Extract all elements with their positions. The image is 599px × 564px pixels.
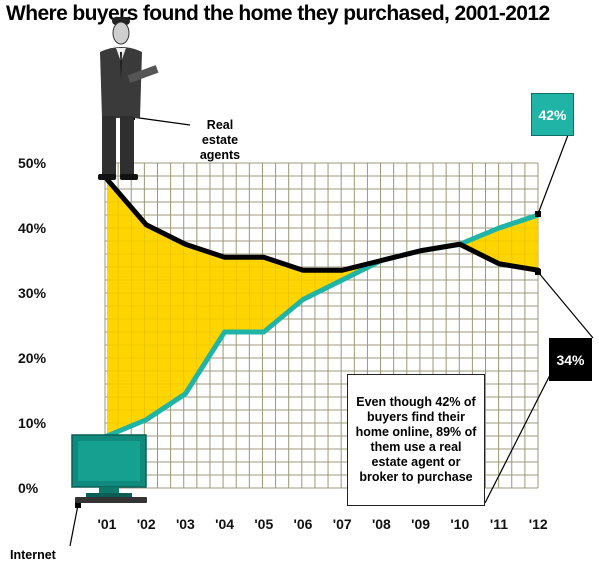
x-tick-label: '11 bbox=[490, 516, 508, 532]
x-tick-label: '05 bbox=[254, 516, 273, 532]
x-tick-label: '02 bbox=[137, 516, 156, 532]
note-text: Even though 42% of buyers find their hom… bbox=[355, 395, 477, 484]
note-callout: Even though 42% of buyers find their hom… bbox=[347, 374, 485, 506]
y-tick-label: 0% bbox=[18, 480, 39, 496]
series-line-agents bbox=[104, 176, 541, 273]
x-tick-label: '08 bbox=[372, 516, 391, 532]
chart-title: Where buyers found the home they purchas… bbox=[6, 2, 550, 25]
agents-label: Real estate agents bbox=[199, 118, 241, 162]
internet-label: Internet bbox=[10, 548, 56, 562]
businessman-illustration bbox=[98, 17, 159, 180]
y-tick-label: 40% bbox=[18, 220, 47, 236]
internet-value-badge: 42% bbox=[531, 93, 574, 136]
x-tick-label: '07 bbox=[333, 516, 352, 532]
x-tick-label: '04 bbox=[215, 516, 234, 532]
series-line-internet bbox=[104, 212, 541, 439]
x-tick-label: '09 bbox=[411, 516, 430, 532]
computer-monitor-icon bbox=[71, 434, 147, 503]
y-tick-label: 10% bbox=[18, 415, 47, 431]
x-tick-label: '03 bbox=[176, 516, 195, 532]
x-tick-label: '06 bbox=[294, 516, 313, 532]
x-tick-label: '12 bbox=[529, 516, 548, 532]
gap-area bbox=[107, 179, 539, 436]
y-tick-label: 20% bbox=[18, 350, 47, 366]
x-tick-label: '10 bbox=[450, 516, 469, 532]
x-tick-label: '01 bbox=[98, 516, 117, 532]
y-tick-label: 30% bbox=[18, 285, 47, 301]
y-tick-label: 50% bbox=[18, 155, 47, 171]
agents-value-badge: 34% bbox=[549, 338, 592, 381]
